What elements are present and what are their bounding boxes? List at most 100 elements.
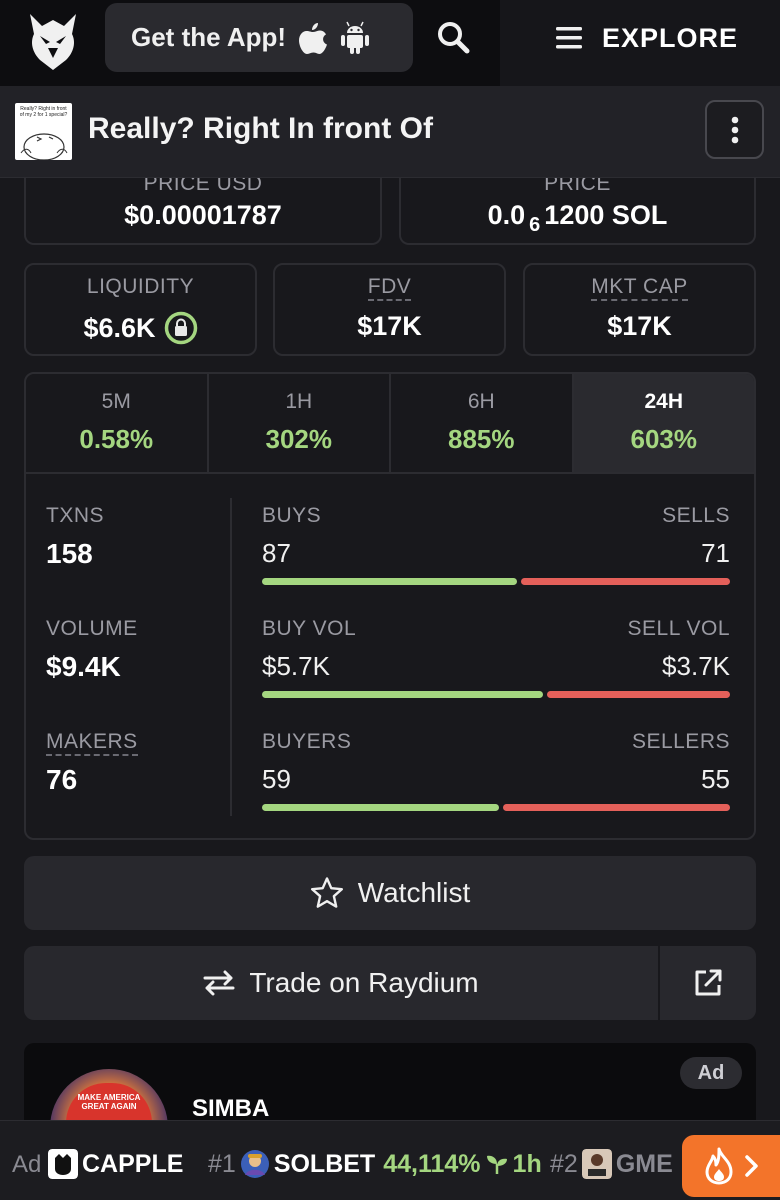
ticker-item-2[interactable]: #2 GME [550, 1149, 673, 1179]
token-menu-button[interactable] [705, 100, 764, 159]
ticker-ad-token: CAPPLE [82, 1149, 184, 1178]
kebab-menu-icon [731, 116, 738, 143]
tab-1h[interactable]: 1H 302% [209, 374, 391, 472]
tab-1h-label: 1H [285, 390, 313, 413]
hamburger-icon [556, 27, 582, 49]
price-native-prefix: 0.0 [487, 200, 526, 230]
timeframe-tabs: 5M 0.58% 1H 302% 6H 885% 24H 603% [26, 374, 754, 474]
tab-6h-label: 6H [467, 390, 495, 413]
token-thumbnail[interactable]: Really? Right in front of my 2 for 1 spe… [15, 103, 72, 160]
token-thumbnail-art [20, 133, 68, 160]
buyers-sellers-bar [262, 804, 730, 811]
sell-vol-label: SELL VOL [627, 617, 730, 640]
fdv-label-wrap: FDV [275, 275, 504, 301]
external-link-button[interactable] [660, 946, 756, 1020]
txns-row: TXNS 158 BUYS SELLS 87 71 [26, 474, 754, 585]
solbet-token-icon [240, 1150, 269, 1178]
timeframe-stats-panel: 5M 0.58% 1H 302% 6H 885% 24H 603% TXNS 1… [24, 372, 756, 840]
liquidity-value-row: $6.6K [26, 311, 255, 345]
buys-value: 87 [262, 538, 291, 568]
fdv-value: $17K [357, 311, 422, 341]
fire-icon [705, 1147, 733, 1185]
sellers-value: 55 [701, 764, 730, 794]
eagle-logo-icon[interactable] [26, 12, 80, 72]
volume-row: VOLUME $9.4K BUY VOL SELL VOL $5.7K $3.7… [26, 587, 754, 698]
tab-1h-change: 302% [265, 424, 333, 454]
buyers-bar-fill [262, 804, 499, 811]
gme-token-icon [581, 1149, 612, 1179]
trade-button[interactable]: Trade on Raydium [24, 946, 658, 1020]
ticker-ad-item[interactable]: CAPPLE [48, 1149, 183, 1179]
sells-value: 71 [701, 538, 730, 568]
star-icon [310, 877, 343, 908]
token-name: Really? Right In front Of [88, 112, 433, 145]
sellers-bar-fill [503, 804, 730, 811]
buy-vol-label: BUY VOL [262, 617, 357, 640]
buys-bar-fill [262, 578, 517, 585]
explore-button[interactable]: EXPLORE [556, 18, 738, 58]
android-icon [341, 21, 370, 54]
buy-sell-volume-bar [262, 691, 730, 698]
apple-icon [299, 22, 328, 54]
trending-fire-button[interactable] [682, 1135, 780, 1197]
get-app-button[interactable]: Get the App! [105, 3, 413, 72]
buyers-value: 59 [262, 764, 291, 794]
swap-arrows-icon [203, 970, 235, 996]
explore-label: EXPLORE [602, 22, 739, 53]
chevron-right-icon [745, 1155, 758, 1177]
get-app-label: Get the App! [131, 22, 287, 52]
ticker-item-1[interactable]: #1 SOLBET 44,114% 1h [208, 1149, 542, 1179]
sells-bar-fill [521, 578, 730, 585]
watchlist-button[interactable]: Watchlist [24, 856, 756, 930]
metrics-rows: TXNS 158 BUYS SELLS 87 71 VOLUME $9.4K B… [26, 474, 754, 838]
market-cap-value: $17K [607, 311, 672, 341]
tab-6h[interactable]: 6H 885% [391, 374, 574, 472]
tab-5m[interactable]: 5M 0.58% [26, 374, 209, 472]
buyers-label: BUYERS [262, 730, 352, 753]
makers-label-wrap[interactable]: MAKERS [46, 730, 138, 756]
market-cap-label-wrap: MKT CAP [525, 275, 754, 301]
ad-image-hat-text: MAKE AMERICA GREAT AGAIN [77, 1093, 141, 1111]
top-header: Get the App! EXPLORE [0, 0, 780, 86]
watchlist-label: Watchlist [357, 877, 471, 908]
token-title-bar: Really? Right in front of my 2 for 1 spe… [0, 86, 780, 178]
ticker-item-2-name: GME [615, 1149, 673, 1178]
txns-value: 158 [46, 538, 93, 569]
liquidity-value: $6.6K [83, 312, 156, 343]
lock-icon[interactable] [164, 311, 198, 345]
tab-5m-change: 0.58% [79, 424, 154, 454]
fdv-label: FDV [367, 275, 412, 301]
market-cap-label: MKT CAP [591, 275, 688, 301]
search-icon[interactable] [436, 20, 470, 54]
ticker-item-1-name: SOLBET [273, 1149, 376, 1178]
ad-token-name: SIMBA [192, 1095, 270, 1122]
explore-zone [500, 0, 780, 86]
sell-vol-bar-fill [547, 691, 730, 698]
ticker-item-1-change: 44,114% [383, 1149, 481, 1178]
price-native-value: 0.0 6 1200 SOL [401, 200, 754, 236]
tab-24h-change: 603% [630, 424, 698, 454]
external-link-icon [695, 969, 722, 996]
liquidity-box: LIQUIDITY $6.6K [24, 263, 257, 356]
price-usd-value: $0.00001787 [124, 200, 282, 230]
makers-value: 76 [46, 764, 78, 795]
makers-row: MAKERS 76 BUYERS SELLERS 59 55 [26, 700, 754, 811]
volume-label: VOLUME [46, 617, 138, 640]
fdv-box[interactable]: FDV $17K [273, 263, 506, 356]
sprout-icon [486, 1155, 507, 1174]
ticker-item-1-rank: #1 [208, 1149, 236, 1178]
sellers-label: SELLERS [631, 730, 730, 753]
ticker-item-2-rank: #2 [550, 1149, 578, 1178]
trending-ticker: Ad CAPPLE #1 SOLBET 44,114% 1h #2 [0, 1120, 780, 1200]
buy-vol-value: $5.7K [262, 651, 330, 681]
token-thumbnail-text: Really? Right in front of my 2 for 1 spe… [19, 106, 68, 118]
ad-badge: Ad [680, 1057, 742, 1089]
ticker-item-1-age: 1h [512, 1149, 542, 1178]
ticker-ad-label: Ad [12, 1151, 42, 1178]
txns-label: TXNS [46, 504, 105, 527]
metrics-divider [230, 498, 232, 816]
tab-24h[interactable]: 24H 603% [573, 374, 754, 472]
tab-24h-label: 24H [644, 390, 684, 413]
tab-5m-label: 5M [101, 390, 131, 413]
market-cap-box[interactable]: MKT CAP $17K [523, 263, 756, 356]
